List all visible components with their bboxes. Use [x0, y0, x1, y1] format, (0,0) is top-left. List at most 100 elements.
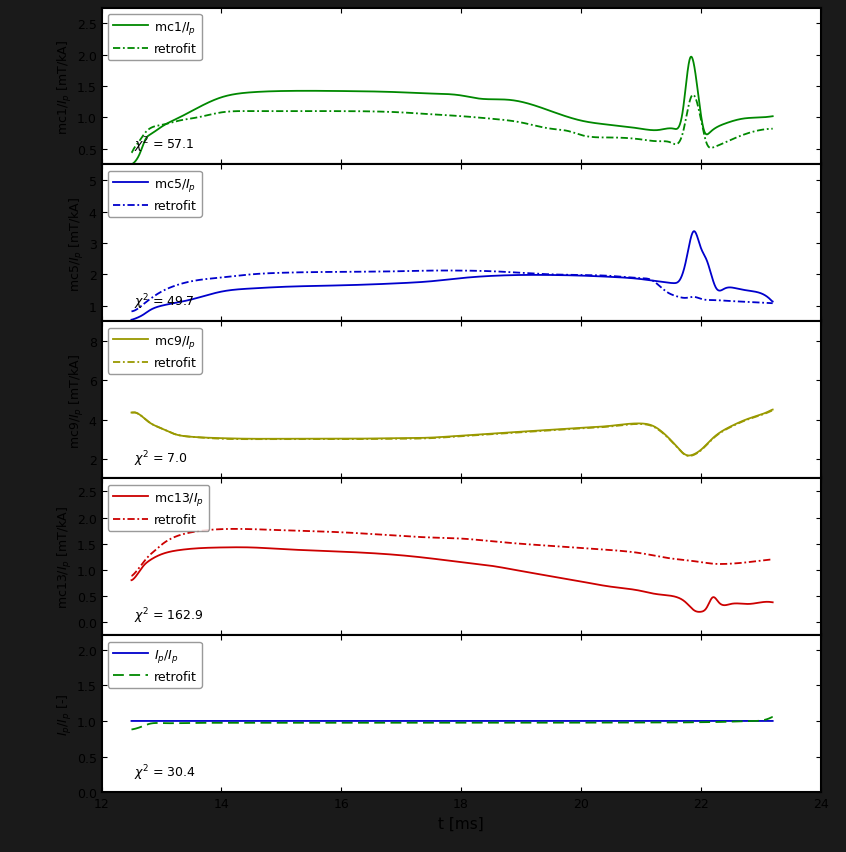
mc13/$I_p$ [686, 603, 696, 613]
mc1/$I_p$ [686, 53, 696, 63]
Y-axis label: mc9/$I_p$ [mT/kA]: mc9/$I_p$ [mT/kA] [68, 353, 86, 448]
$I_p$/$I_p$ [767, 716, 777, 726]
retrofit [372, 268, 382, 278]
retrofit [372, 717, 382, 728]
retrofit [755, 126, 766, 136]
Text: $\chi^2$ = 7.0: $\chi^2$ = 7.0 [135, 449, 189, 469]
retrofit [400, 267, 410, 277]
mc9/$I_p$ [200, 433, 210, 443]
mc9/$I_p$ [755, 410, 766, 420]
Line: mc9/$I_p$: mc9/$I_p$ [131, 410, 772, 456]
retrofit [686, 93, 696, 103]
mc13/$I_p$ [372, 549, 382, 559]
retrofit [126, 571, 136, 581]
Line: retrofit: retrofit [131, 95, 772, 153]
mc1/$I_p$ [200, 100, 210, 110]
X-axis label: t [ms]: t [ms] [438, 815, 484, 831]
retrofit [686, 292, 696, 302]
retrofit [767, 299, 777, 309]
mc13/$I_p$ [755, 597, 766, 607]
retrofit [686, 451, 696, 461]
retrofit [200, 526, 210, 536]
retrofit [126, 724, 136, 734]
mc13/$I_p$ [233, 543, 243, 553]
retrofit [767, 555, 777, 565]
retrofit [400, 532, 410, 542]
mc13/$I_p$ [767, 597, 777, 607]
Y-axis label: mc13/$I_p$ [mT/kA]: mc13/$I_p$ [mT/kA] [56, 505, 74, 609]
retrofit [755, 716, 765, 726]
mc1/$I_p$ [755, 113, 766, 124]
Line: retrofit: retrofit [131, 411, 772, 457]
retrofit [200, 112, 210, 122]
mc5/$I_p$ [686, 233, 696, 243]
Legend: mc5/$I_p$, retrofit: mc5/$I_p$, retrofit [107, 171, 202, 218]
mc13/$I_p$ [200, 544, 210, 554]
retrofit [688, 90, 698, 101]
retrofit [440, 266, 450, 276]
mc9/$I_p$ [126, 408, 136, 418]
mc13/$I_p$ [695, 607, 705, 617]
mc5/$I_p$ [767, 297, 777, 308]
$I_p$/$I_p$ [400, 716, 410, 726]
Y-axis label: mc1/$I_p$ [mT/kA]: mc1/$I_p$ [mT/kA] [56, 39, 74, 135]
mc9/$I_p$ [400, 434, 410, 444]
retrofit [755, 298, 766, 308]
Line: retrofit: retrofit [131, 529, 772, 576]
$I_p$/$I_p$ [200, 716, 210, 726]
mc5/$I_p$ [755, 289, 766, 299]
mc13/$I_p$ [238, 543, 248, 553]
retrofit [684, 452, 695, 462]
retrofit [230, 524, 240, 534]
Line: retrofit: retrofit [131, 271, 772, 312]
mc1/$I_p$ [686, 53, 696, 63]
Line: mc1/$I_p$: mc1/$I_p$ [131, 58, 772, 165]
Legend: mc9/$I_p$, retrofit: mc9/$I_p$, retrofit [107, 328, 202, 375]
retrofit [686, 717, 696, 728]
retrofit [755, 411, 766, 421]
mc1/$I_p$ [126, 160, 136, 170]
$I_p$/$I_p$ [126, 716, 136, 726]
retrofit [238, 524, 248, 534]
mc9/$I_p$ [684, 451, 694, 461]
retrofit [755, 556, 766, 566]
mc5/$I_p$ [126, 315, 136, 325]
Legend: mc13/$I_p$, retrofit: mc13/$I_p$, retrofit [107, 485, 209, 532]
Y-axis label: mc5/$I_p$ [mT/kA]: mc5/$I_p$ [mT/kA] [68, 196, 86, 291]
retrofit [200, 718, 210, 728]
retrofit [126, 408, 136, 418]
Legend: $I_p$/$I_p$, retrofit: $I_p$/$I_p$, retrofit [107, 642, 202, 688]
retrofit [400, 435, 410, 445]
$I_p$/$I_p$ [372, 716, 382, 726]
retrofit [400, 717, 410, 728]
mc5/$I_p$ [689, 227, 699, 237]
Y-axis label: $I_p$/$I_p$ [-]: $I_p$/$I_p$ [-] [56, 693, 74, 735]
mc9/$I_p$ [767, 405, 777, 415]
mc9/$I_p$ [372, 434, 382, 444]
mc1/$I_p$ [238, 89, 248, 99]
$I_p$/$I_p$ [238, 716, 248, 726]
mc9/$I_p$ [238, 434, 248, 444]
retrofit [238, 106, 248, 117]
retrofit [372, 435, 382, 445]
Text: $\chi^2$ = 30.4: $\chi^2$ = 30.4 [135, 763, 196, 782]
retrofit [200, 433, 210, 443]
mc13/$I_p$ [400, 551, 410, 561]
retrofit [200, 275, 210, 285]
Line: retrofit: retrofit [131, 717, 772, 729]
$I_p$/$I_p$ [686, 716, 696, 726]
mc1/$I_p$ [372, 88, 382, 98]
retrofit [238, 271, 248, 281]
Line: mc13/$I_p$: mc13/$I_p$ [131, 548, 772, 612]
mc9/$I_p$ [686, 451, 696, 461]
retrofit [686, 556, 696, 567]
mc5/$I_p$ [400, 279, 410, 289]
retrofit [126, 148, 136, 158]
mc5/$I_p$ [200, 291, 210, 302]
$I_p$/$I_p$ [755, 716, 765, 726]
Text: $\chi^2$ = 162.9: $\chi^2$ = 162.9 [135, 606, 204, 625]
Line: mc5/$I_p$: mc5/$I_p$ [131, 232, 772, 320]
Legend: mc1/$I_p$, retrofit: mc1/$I_p$, retrofit [107, 14, 202, 61]
retrofit [372, 530, 382, 540]
Text: $\chi^2$ = 57.1: $\chi^2$ = 57.1 [135, 135, 195, 155]
